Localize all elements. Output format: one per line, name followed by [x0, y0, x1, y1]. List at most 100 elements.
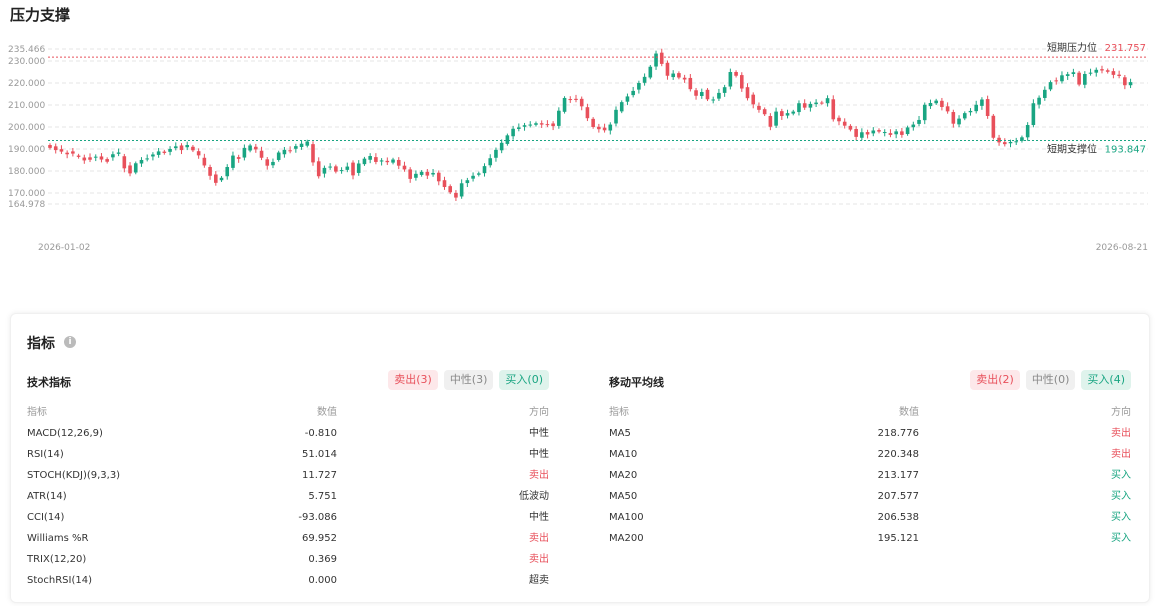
candle-body: [305, 141, 310, 146]
candle-body: [797, 103, 801, 113]
candle-body: [271, 161, 275, 166]
moving-averages-table: 指标 数值 方向 MA5 218.776 卖出 MA10 220.348 卖出 MA20 21…: [609, 402, 1131, 549]
candle-body: [905, 127, 910, 135]
candle-body: [865, 132, 870, 135]
indicator-direction: 超卖: [529, 575, 549, 586]
candle-body: [219, 177, 224, 181]
candle-body: [53, 146, 58, 151]
candle-body: [568, 99, 573, 101]
candle-body: [665, 62, 670, 76]
table-row[interactable]: MACD(12,26,9) -0.810 中性: [27, 423, 549, 444]
table-row[interactable]: CCI(14) -93.086 中性: [27, 507, 549, 528]
table-row[interactable]: Williams %R 69.952 卖出: [27, 528, 549, 549]
candle-body: [882, 132, 887, 134]
candle-body: [368, 156, 372, 160]
candle-body: [860, 132, 864, 138]
candle-body: [745, 87, 750, 99]
table-row[interactable]: MA200 195.121 买入: [609, 528, 1131, 549]
candle-body: [751, 94, 756, 105]
indicator-value: 220.348: [877, 449, 919, 460]
x-axis-end-label: 2026-08-21: [1096, 243, 1148, 253]
info-icon[interactable]: i: [64, 336, 76, 348]
candle-body: [1020, 137, 1024, 141]
indicator-value: 0.369: [308, 554, 337, 565]
indicator-name: CCI(14): [27, 512, 65, 523]
candle-body: [156, 151, 161, 155]
candle-body: [774, 111, 778, 126]
sell-count-badge[interactable]: 卖出(2): [970, 370, 1020, 390]
candle-body: [173, 146, 178, 149]
buy-count-badge[interactable]: 买入(4): [1081, 370, 1131, 390]
table-row[interactable]: MA10 220.348 卖出: [609, 444, 1131, 465]
table-row[interactable]: MA100 206.538 买入: [609, 507, 1131, 528]
y-tick-label: 210.000: [8, 101, 45, 111]
candle-body: [454, 192, 458, 198]
indicator-name: TRIX(12,20): [27, 554, 87, 565]
neutral-count-badge[interactable]: 中性(3): [443, 370, 494, 390]
candle-body: [808, 103, 813, 108]
candle-body: [688, 77, 693, 90]
table-row[interactable]: MA20 213.177 买入: [609, 465, 1131, 486]
candle-body: [854, 128, 858, 137]
table-row[interactable]: ATR(14) 5.751 低波动: [27, 486, 549, 507]
candle-body: [82, 157, 87, 161]
candle-body: [1117, 74, 1121, 76]
column-header-name: 指标: [609, 407, 629, 418]
buy-count-badge[interactable]: 买入(0): [499, 370, 549, 390]
candle-body: [236, 157, 241, 159]
candle-body: [951, 112, 956, 124]
candle-body: [562, 97, 567, 112]
candle-body: [762, 109, 767, 115]
candle-body: [974, 104, 978, 112]
candle-body: [459, 183, 464, 197]
candle-body: [619, 102, 624, 112]
table-row[interactable]: MA5 218.776 卖出: [609, 423, 1131, 444]
candle-body: [985, 99, 990, 116]
candle-body: [659, 52, 664, 64]
candle-body: [1002, 142, 1007, 145]
table-row[interactable]: STOCH(KDJ)(9,3,3) 11.727 卖出: [27, 465, 549, 486]
candle-body: [231, 155, 235, 168]
table-row[interactable]: RSI(14) 51.014 中性: [27, 444, 549, 465]
indicator-name: MA100: [609, 512, 644, 523]
candle-body: [962, 113, 967, 119]
indicator-direction: 买入: [1111, 491, 1131, 502]
table-row[interactable]: StochRSI(14) 0.000 超卖: [27, 570, 549, 591]
candle-body: [888, 133, 893, 135]
candlestick-chart[interactable]: 235.466 230.000 220.000 210.000 200.000 190.0…: [0, 30, 1162, 260]
candle-body: [802, 103, 807, 108]
table-row[interactable]: TRIX(12,20) 0.369 卖出: [27, 549, 549, 570]
candle-body: [991, 115, 996, 138]
indicator-value: -93.086: [298, 512, 337, 523]
candle-body: [465, 180, 470, 184]
indicator-value: 5.751: [308, 491, 337, 502]
candle-body: [145, 158, 149, 160]
resistance-value: 231.757: [1105, 43, 1146, 54]
candle-body: [1094, 69, 1099, 73]
candle-body: [922, 104, 927, 121]
candle-body: [654, 53, 658, 67]
column-header-value: 数值: [899, 407, 919, 418]
indicator-direction: 卖出: [529, 554, 549, 565]
candle-body: [316, 161, 321, 177]
candle-body: [739, 75, 744, 89]
candle-body: [1088, 72, 1093, 74]
support-resistance-chart[interactable]: 235.466 230.000 220.000 210.000 200.000 190.0…: [0, 30, 1162, 260]
candle-body: [499, 142, 504, 151]
candle-body: [276, 152, 281, 160]
candle-body: [1123, 77, 1127, 86]
candle-body: [511, 128, 515, 137]
candle-body: [202, 157, 207, 166]
indicator-value: 213.177: [877, 470, 919, 481]
sell-count-badge[interactable]: 卖出(3): [388, 370, 438, 390]
neutral-count-badge[interactable]: 中性(0): [1025, 370, 1076, 390]
indicator-direction: 买入: [1111, 512, 1131, 523]
candle-body: [99, 156, 104, 160]
indicator-direction: 卖出: [1111, 449, 1131, 460]
indicators-card-title: 指标: [27, 336, 55, 352]
candle-body: [408, 169, 412, 179]
table-row[interactable]: MA50 207.577 买入: [609, 486, 1131, 507]
candle-body: [425, 171, 430, 176]
candle-body: [699, 92, 704, 96]
table-header-row: 指标 数值 方向: [27, 402, 549, 423]
